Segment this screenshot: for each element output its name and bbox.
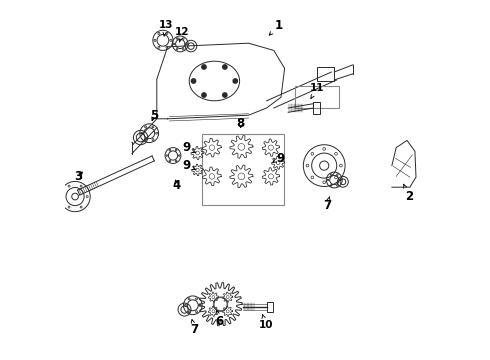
Text: 10: 10: [259, 314, 273, 330]
Text: 2: 2: [404, 184, 413, 203]
Text: 8: 8: [237, 117, 245, 130]
Text: 9: 9: [183, 159, 196, 172]
Text: 6: 6: [216, 311, 224, 328]
Bar: [314, 102, 320, 114]
Text: 4: 4: [172, 179, 181, 192]
Bar: [317, 67, 334, 81]
Text: 11: 11: [310, 83, 324, 99]
Text: 5: 5: [150, 109, 158, 122]
Text: 1: 1: [270, 19, 283, 35]
Text: 7: 7: [323, 197, 331, 212]
Bar: [294, 86, 339, 108]
Circle shape: [202, 93, 206, 97]
Text: 13: 13: [159, 20, 173, 36]
Circle shape: [222, 93, 227, 97]
Circle shape: [202, 65, 206, 69]
Text: 12: 12: [175, 27, 189, 42]
Text: 7: 7: [191, 320, 198, 336]
Bar: [267, 302, 273, 312]
Circle shape: [192, 79, 196, 83]
Text: 3: 3: [74, 170, 83, 183]
Bar: [202, 134, 284, 205]
Text: 9: 9: [183, 141, 196, 154]
Text: 9: 9: [273, 152, 284, 165]
Circle shape: [222, 65, 227, 69]
Circle shape: [233, 79, 238, 83]
